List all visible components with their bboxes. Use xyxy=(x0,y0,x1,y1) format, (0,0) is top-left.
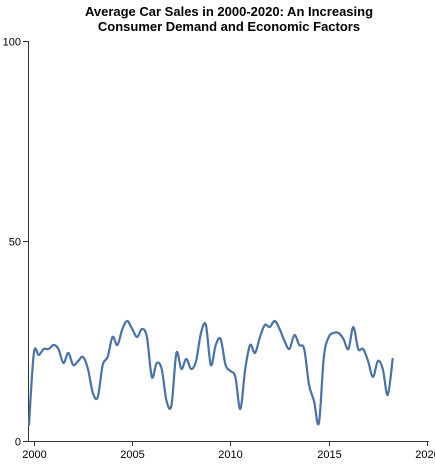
chart-title-line-1: Average Car Sales in 2000-2020: An Incre… xyxy=(85,4,373,19)
x-tick-label: 2015 xyxy=(317,449,341,461)
x-tick-label: 2005 xyxy=(120,449,144,461)
y-tick-label: 0 xyxy=(15,437,21,449)
series-layer xyxy=(27,319,394,427)
x-tick-label: 2020 xyxy=(415,449,435,461)
x-tick-label: 2000 xyxy=(22,449,46,461)
y-axis: 0 50 100 xyxy=(3,37,29,449)
series-line xyxy=(27,319,394,427)
chart-title-line-2: Consumer Demand and Economic Factors xyxy=(98,19,360,34)
x-tick-label: 2010 xyxy=(218,449,242,461)
y-tick-label: 100 xyxy=(3,37,21,49)
x-axis: 2000 2005 2010 2015 2020 xyxy=(22,441,435,461)
y-tick-label: 50 xyxy=(9,237,21,249)
